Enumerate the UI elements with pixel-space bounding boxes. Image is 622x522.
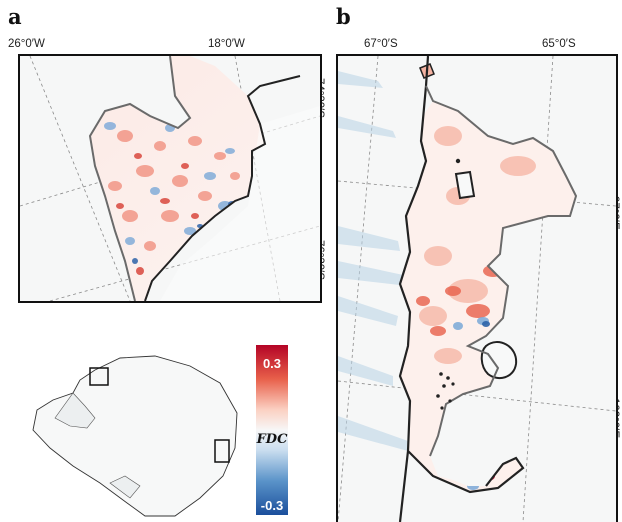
panel-b-left-streaks (338, 71, 408, 451)
panel-b-ice-front (425, 85, 578, 457)
panel-b-location-box (214, 439, 230, 463)
antarctica-overview-canvas (32, 355, 238, 517)
panel-b-ice-rise-1 (454, 170, 476, 200)
panel-a-ice-front (88, 56, 192, 301)
colorbar-min-label: -0.3 (260, 498, 284, 513)
panel-b-lat-label-west: 67°0′S (364, 38, 398, 50)
panel-a-lon-label-east: 18°0′W (208, 38, 245, 50)
panel-a-map (18, 54, 322, 303)
panel-a-land-ice (160, 106, 320, 301)
panel-a-lon-label-west: 26°0′W (8, 38, 45, 50)
panel-a-location-box (89, 367, 109, 386)
antarctica-overview (25, 348, 250, 520)
antarctica-continent (32, 355, 238, 517)
colorbar (256, 345, 288, 515)
panel-b-small-islands (436, 158, 461, 410)
panel-b-grounding-line (398, 56, 525, 522)
panel-a-label: a (8, 4, 22, 29)
colorbar-title: FDC (256, 432, 288, 447)
panel-b-ice-rise-2 (480, 341, 518, 380)
panel-a-grounding-line (144, 75, 301, 301)
panel-b-label: b (336, 4, 351, 29)
panel-a-map-canvas (20, 56, 320, 301)
panel-b-map (336, 54, 618, 522)
antarctica-ice-shelf-ross (109, 475, 141, 499)
colorbar-gradient (256, 345, 288, 515)
antarctica-ice-shelf-weddell (54, 392, 96, 429)
colorbar-max-label: 0.3 (262, 356, 282, 371)
panel-b-lat-label-east: 65°0′S (542, 38, 576, 50)
panel-b-map-canvas (338, 56, 616, 522)
